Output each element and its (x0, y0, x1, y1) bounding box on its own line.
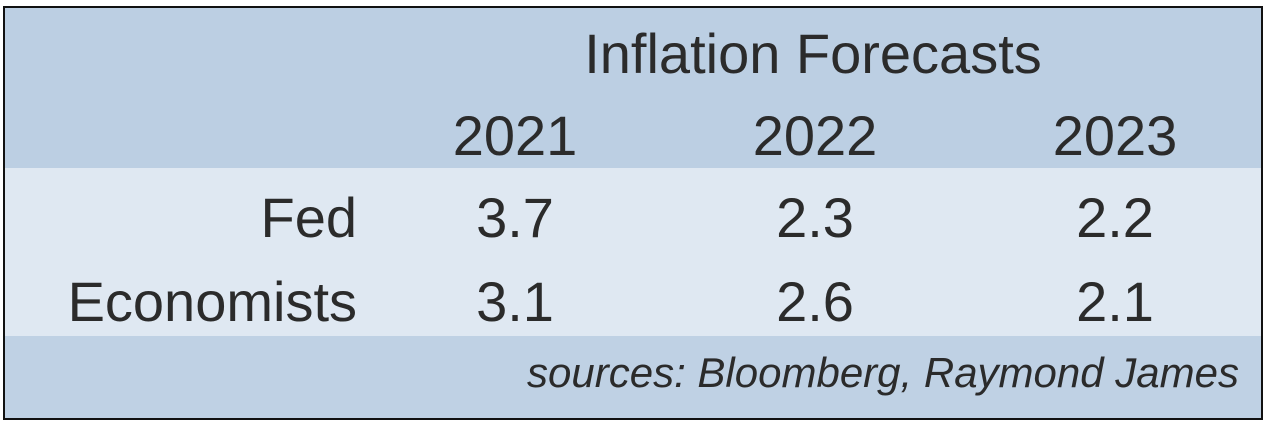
cell-fed-2023: 2.2 (1076, 186, 1154, 249)
column-header-2021: 2021 (452, 104, 578, 167)
header-band (5, 8, 1261, 168)
column-header-2022: 2022 (752, 104, 878, 167)
column-header-2023: 2023 (1052, 104, 1178, 167)
footer-band (5, 336, 1261, 418)
cell-economists-2023: 2.1 (1076, 270, 1154, 333)
row-label-economists: Economists (67, 270, 357, 333)
cell-economists-2022: 2.6 (776, 270, 854, 333)
source-note: sources: Bloomberg, Raymond James (527, 349, 1239, 396)
forecast-table: Inflation Forecasts 2021 2022 2023 Fed 3… (3, 6, 1263, 420)
body-band (5, 168, 1261, 336)
cell-fed-2022: 2.3 (776, 186, 854, 249)
cell-fed-2021: 3.7 (476, 186, 554, 249)
cell-economists-2021: 3.1 (476, 270, 554, 333)
row-label-fed: Fed (260, 186, 358, 249)
table-title: Inflation Forecasts (584, 22, 1042, 85)
